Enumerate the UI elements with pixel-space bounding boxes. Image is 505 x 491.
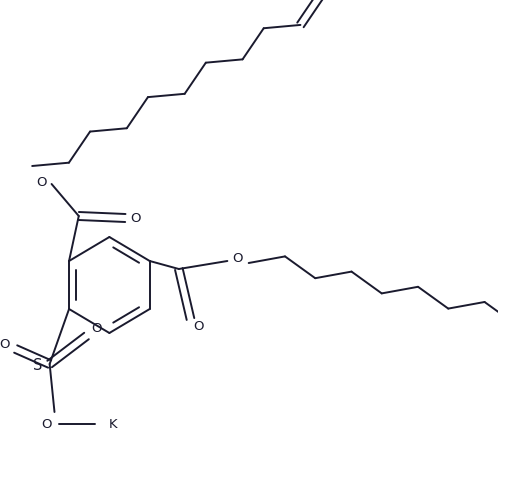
- Text: K: K: [108, 417, 117, 431]
- Text: O: O: [41, 417, 52, 431]
- Text: O: O: [0, 337, 9, 351]
- Text: S: S: [33, 358, 42, 374]
- Text: O: O: [129, 212, 140, 224]
- Text: O: O: [192, 321, 203, 333]
- Text: O: O: [91, 322, 102, 334]
- Text: O: O: [231, 251, 242, 265]
- Text: O: O: [36, 175, 47, 189]
